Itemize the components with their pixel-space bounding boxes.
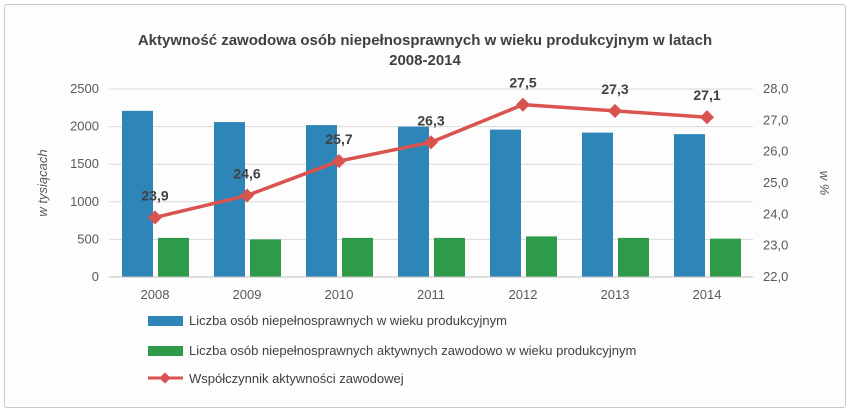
y-tick-label: 2000: [70, 119, 99, 134]
rate-data-label: 27,5: [509, 75, 536, 91]
y2-tick-label: 24,0: [763, 206, 788, 221]
bar-total: [674, 134, 705, 277]
y2-tick-label: 27,0: [763, 112, 788, 127]
bar-active: [250, 239, 281, 277]
rate-data-label: 26,3: [417, 112, 444, 128]
chart-title-line1: Aktywność zawodowa osób niepełnosprawnyc…: [138, 32, 712, 49]
y-tick-label: 500: [77, 231, 99, 246]
rate-data-label: 24,6: [233, 166, 260, 182]
bar-active: [158, 237, 189, 277]
legend-label-total: Liczba osób niepełnosprawnych w wieku pr…: [189, 313, 507, 328]
y-tick-label: 2500: [70, 81, 99, 96]
bars: [122, 110, 741, 277]
bar-active: [434, 237, 465, 277]
rate-marker: [147, 210, 163, 225]
axes: 0 500 1000 1500 2000 2500 22,0 23,0 24,0 25,0 26,0…: [70, 81, 788, 302]
y2-tick-label: 23,0: [763, 238, 788, 253]
legend-label-active: Liczba osób niepełnosprawnych aktywnych …: [189, 343, 636, 358]
legend-swatch-rate-marker: [159, 372, 171, 384]
rate-marker: [423, 135, 439, 150]
rate-data-label: 27,1: [693, 87, 720, 103]
x-tick-label: 2013: [601, 287, 630, 302]
chart-svg: 23,9 24,6 25,7 26,3 27,5 27,3 27,1 0 500 1000 150…: [35, 32, 832, 386]
rate-marker: [331, 153, 347, 169]
legend-swatch-total: [148, 316, 183, 326]
rate-marker: [607, 103, 623, 119]
bar-active: [342, 237, 373, 277]
bar-total: [490, 129, 521, 277]
legend-swatch-active: [148, 346, 183, 356]
bar-total: [398, 126, 429, 277]
x-tick-label: 2010: [325, 287, 354, 302]
y2-tick-label: 25,0: [763, 175, 788, 190]
rate-marker: [239, 188, 255, 203]
chart-title-line2: 2008-2014: [389, 52, 461, 69]
y-axis-title: w tysiącach: [35, 149, 50, 216]
y2-tick-label: 22,0: [763, 269, 788, 284]
y-tick-label: 0: [92, 269, 99, 284]
chart-frame: 23,9 24,6 25,7 26,3 27,5 27,3 27,1 0 500 1000 150…: [4, 4, 846, 408]
y-tick-label: 1500: [70, 156, 99, 171]
bar-active: [710, 238, 741, 277]
bar-total: [122, 110, 153, 277]
legend-label-rate: Współczynnik aktywności zawodowej: [189, 371, 404, 386]
y2-tick-label: 26,0: [763, 144, 788, 159]
y2-axis-title: w %: [817, 171, 832, 196]
bar-total: [582, 132, 613, 277]
rate-data-label: 23,9: [141, 187, 168, 203]
x-tick-label: 2012: [509, 287, 538, 302]
bar-active: [526, 236, 557, 277]
y2-tick-label: 28,0: [763, 81, 788, 96]
rate-marker: [515, 97, 531, 112]
rate-data-label: 27,3: [601, 81, 628, 97]
x-tick-label: 2009: [233, 287, 262, 302]
bar-active: [618, 237, 649, 277]
legend: Liczba osób niepełnosprawnych w wieku pr…: [148, 313, 636, 386]
bar-total: [306, 125, 337, 277]
rate-marker: [699, 110, 715, 125]
rate-data-label: 25,7: [325, 131, 352, 147]
x-tick-label: 2011: [417, 287, 445, 302]
x-tick-label: 2014: [693, 287, 722, 302]
x-tick-label: 2008: [141, 287, 170, 302]
line-series: [147, 97, 715, 225]
data-labels: 23,9 24,6 25,7 26,3 27,5 27,3 27,1: [141, 75, 720, 204]
y-tick-label: 1000: [70, 194, 99, 209]
